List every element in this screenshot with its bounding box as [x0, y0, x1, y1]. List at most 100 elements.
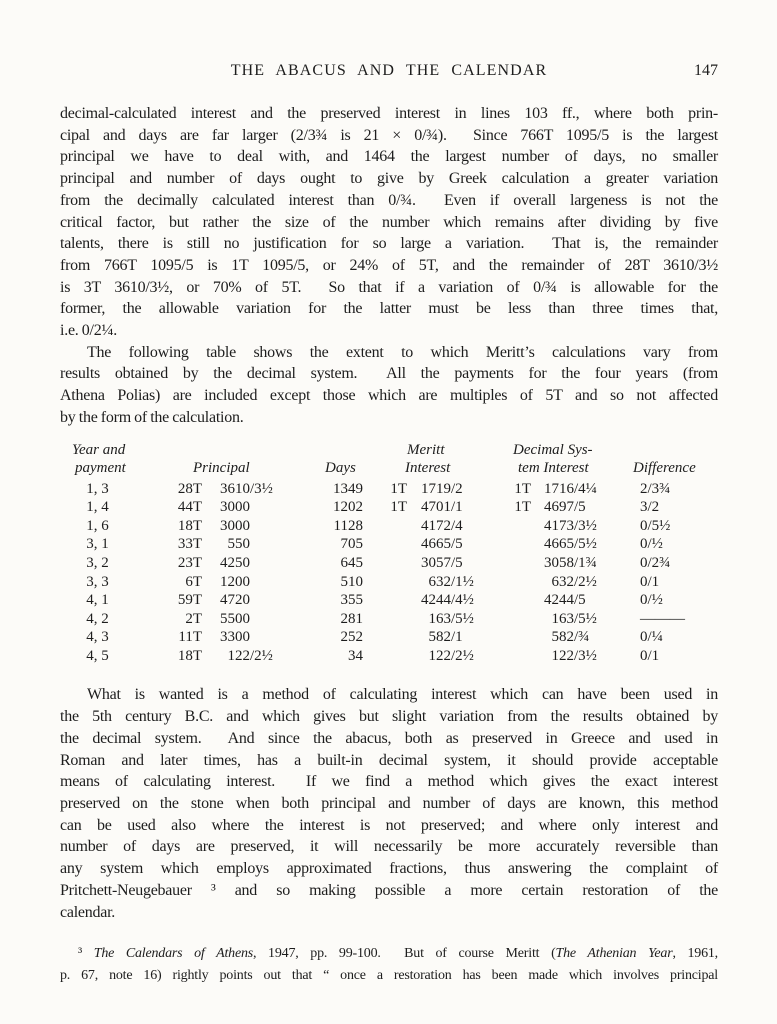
- cell-decimal-amount: 122: [551, 647, 575, 664]
- cell-principal-drachmas: 122: [227, 647, 251, 664]
- cell-principal-fraction: [250, 499, 288, 517]
- cell-meritt-amount: 4701: [421, 499, 451, 516]
- cell-year-payment: 4, 3: [86, 629, 109, 646]
- table-header-year-line2: payment: [75, 459, 126, 476]
- table-row: 3, 2 23T 4250 645 3057 /5 3058 /1¾ 0/2¾: [60, 555, 718, 573]
- table-header-year-line1: Year and: [72, 441, 126, 458]
- cell-meritt-amount: 4172: [421, 517, 451, 534]
- text-line: can be used also where the interest is n…: [60, 816, 718, 834]
- cell-principal-talents: 59T: [177, 592, 202, 609]
- cell-difference: 0/½: [640, 592, 663, 609]
- cell-principal-drachmas: 3610: [220, 480, 250, 497]
- cell-difference: 0/5½: [640, 517, 671, 534]
- table-row: 1, 4 44T 3000 1202 1T 4701 /1 1T 4697 /5…: [60, 499, 718, 517]
- table-header-decimal-line1: Decimal Sys-: [513, 441, 593, 458]
- table-row: 1, 3 28T 3610 /3½ 1349 1T 1719 /2 1T 171…: [60, 481, 718, 499]
- table-row: 1, 6 18T 3000 1128 4172 /4 4173 /3½ 0/5½: [60, 518, 718, 536]
- cell-year-payment: 4, 2: [86, 610, 109, 627]
- cell-principal-talents: 28T: [177, 480, 202, 497]
- paragraph-2: The following table shows the extent to …: [60, 342, 718, 429]
- cell-days: 510: [340, 573, 364, 590]
- text-line: means of calculating interest. If we fin…: [60, 773, 718, 791]
- cell-meritt-amount: 632: [428, 573, 452, 590]
- text-line: is 3T 3610/3½, or 70% of 5T. So that if …: [60, 278, 718, 296]
- cell-principal-talents: 44T: [177, 499, 202, 516]
- text-line: the 5th century B.C. and which gives but…: [60, 708, 718, 726]
- footnote: ³ The Calendars of Athens, 1947, pp. 99-…: [60, 943, 718, 986]
- footnote-marker: ³: [78, 946, 94, 962]
- text-line: the decimal system. And since the abacus…: [60, 729, 718, 747]
- cell-meritt-fraction: /5: [451, 554, 463, 571]
- cell-decimal-amount: 582: [551, 629, 575, 646]
- cell-meritt-amount: 582: [428, 629, 452, 646]
- text-line: from the decimally calculated interest t…: [60, 191, 718, 209]
- cell-difference: 0/2¾: [640, 554, 671, 571]
- text-line: calendar.: [60, 903, 116, 921]
- cell-principal-drachmas: 3000: [220, 499, 250, 516]
- footnote-italic-title-2: The Athenian Year: [555, 946, 673, 962]
- cell-meritt-amount: 4665: [421, 536, 451, 553]
- cell-meritt-fraction: /2½: [451, 647, 474, 664]
- cell-decimal-talents: [491, 574, 531, 592]
- cell-meritt-fraction: /4: [451, 517, 463, 534]
- cell-days: 281: [340, 610, 364, 627]
- text-line: The following table shows the extent to …: [87, 343, 718, 361]
- table-row: 4, 1 59T 4720 355 4244 /4½ 4244 /5 0/½: [60, 592, 718, 610]
- cell-principal-talents: 6T: [185, 573, 202, 590]
- cell-decimal-fraction: /3½: [574, 647, 597, 664]
- cell-meritt-amount: 122: [428, 647, 452, 664]
- cell-meritt-fraction: /5: [451, 536, 463, 553]
- text-line: former, the allowable variation for the …: [60, 300, 718, 318]
- cell-principal-fraction: [250, 536, 288, 554]
- cell-meritt-talents: [363, 536, 407, 554]
- text-line: preserved on the stone when both princip…: [60, 795, 718, 812]
- table-row: 3, 1 33T 550 705 4665 /5 4665 /5½ 0/½: [60, 536, 718, 554]
- table-header-meritt-line2: Interest: [405, 459, 451, 476]
- cell-difference: 0/1: [640, 647, 660, 664]
- cell-principal-fraction: [250, 592, 288, 610]
- cell-principal-talents: 11T: [178, 629, 202, 646]
- text-line: cipal and days are far larger (2/3¾ is 2…: [60, 126, 718, 144]
- cell-principal-fraction: [250, 555, 288, 573]
- cell-meritt-amount: 3057: [421, 554, 451, 571]
- cell-year-payment: 4, 5: [86, 647, 109, 664]
- table-header-days: Days: [325, 459, 356, 476]
- text-line: i.e. 0/2¼.: [60, 322, 117, 340]
- table-header-difference: Difference: [633, 459, 696, 476]
- cell-difference: 0/½: [640, 536, 663, 553]
- cell-principal-talents: 18T: [177, 647, 202, 664]
- cell-decimal-fraction: /1¾: [574, 554, 597, 571]
- cell-decimal-amount: 4173: [544, 517, 574, 534]
- cell-principal-talents: 33T: [177, 536, 202, 553]
- footnote-segment-3: , 1961,: [672, 946, 718, 962]
- cell-meritt-talents: [363, 574, 407, 592]
- text-line: from 766T 1095/5 is 1T 1095/5, or 24% of…: [60, 256, 718, 274]
- article-body-top: decimal-calculated interest and the pres…: [60, 103, 718, 429]
- cell-meritt-amount: 4244: [421, 592, 451, 609]
- cell-principal-drachmas: 3000: [220, 517, 250, 534]
- text-line: any system which employs approximated fr…: [60, 860, 718, 878]
- table-header-principal: Principal: [193, 459, 250, 476]
- footnote-segment-2: , 1947, pp. 99-100. But of course Meritt…: [253, 946, 556, 962]
- cell-decimal-talents: [491, 592, 531, 610]
- cell-decimal-amount: 4665: [544, 536, 574, 553]
- cell-decimal-amount: 4697: [544, 499, 574, 516]
- cell-decimal-talents: [491, 518, 531, 536]
- cell-meritt-fraction: /1: [451, 499, 463, 516]
- interest-comparison-table: Year and payment Principal Days Meritt I…: [60, 442, 718, 666]
- page-number: 147: [694, 62, 718, 79]
- cell-year-payment: 1, 4: [86, 499, 109, 516]
- cell-meritt-fraction: /1: [451, 629, 463, 646]
- cell-days: 252: [340, 629, 364, 646]
- cell-meritt-talents: [363, 518, 407, 536]
- text-line: What is wanted is a method of calculatin…: [87, 686, 718, 704]
- cell-days: 1202: [333, 499, 363, 516]
- cell-year-payment: 1, 3: [86, 480, 109, 497]
- footnote-italic-title-1: The Calendars of Athens: [93, 946, 254, 962]
- cell-meritt-fraction: /1½: [451, 573, 474, 590]
- cell-principal-drachmas: 1200: [220, 573, 250, 590]
- cell-principal-fraction: /3½: [250, 480, 273, 497]
- text-line: Pritchett-Neugebauer ³ and so making pos…: [60, 881, 718, 899]
- cell-principal-fraction: [250, 629, 288, 647]
